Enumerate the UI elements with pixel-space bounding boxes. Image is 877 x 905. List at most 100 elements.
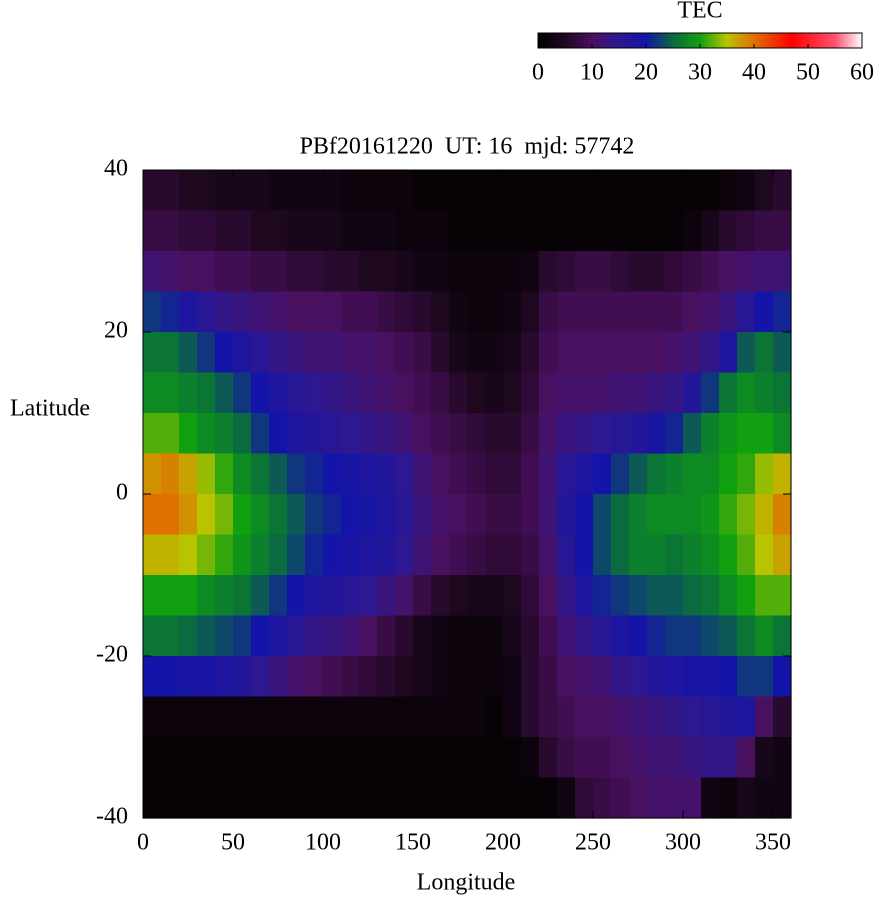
heat-cell [341, 453, 360, 495]
heat-cell [413, 372, 432, 414]
heat-cell [719, 413, 738, 455]
y-tick-label: 20 [104, 318, 128, 344]
heat-cell [611, 777, 630, 819]
heat-cell [161, 251, 180, 293]
heat-cell [683, 453, 702, 495]
heat-cell [341, 291, 360, 333]
heat-cell [521, 372, 540, 414]
heat-cell [323, 291, 342, 333]
heat-cell [251, 170, 270, 212]
heat-cell [503, 494, 522, 536]
heat-cell [503, 656, 522, 698]
heat-cell [161, 575, 180, 617]
heat-cell [683, 291, 702, 333]
heat-cell [197, 332, 216, 374]
heat-cell [143, 575, 162, 617]
heat-cell [431, 413, 450, 455]
heat-cell [359, 291, 378, 333]
heat-cell [215, 413, 234, 455]
heat-cell [755, 170, 774, 212]
heat-cell [359, 615, 378, 657]
heat-cell [413, 615, 432, 657]
heat-cell [773, 534, 792, 576]
heat-cell [287, 251, 306, 293]
heat-cell [467, 737, 486, 779]
heat-cell [269, 494, 288, 536]
heat-cell [161, 615, 180, 657]
heat-cell [665, 170, 684, 212]
heat-cell [521, 413, 540, 455]
heat-cell [197, 777, 216, 819]
heat-cell [161, 453, 180, 495]
heat-cell [521, 696, 540, 738]
heat-cell [179, 615, 198, 657]
heat-cell [593, 332, 612, 374]
heat-cell [449, 575, 468, 617]
heat-cell [485, 534, 504, 576]
heat-cell [629, 251, 648, 293]
heat-cell [683, 534, 702, 576]
heat-cell [431, 332, 450, 374]
heat-cell [449, 372, 468, 414]
heat-cell [305, 210, 324, 252]
heat-cell [665, 615, 684, 657]
heat-cell [755, 453, 774, 495]
heat-cell [683, 575, 702, 617]
heat-cell [251, 615, 270, 657]
heat-cell [683, 696, 702, 738]
heat-cell [629, 737, 648, 779]
heat-cell [305, 656, 324, 698]
heat-cell [413, 534, 432, 576]
heat-cell [413, 777, 432, 819]
heat-cell [305, 291, 324, 333]
heat-cell [413, 170, 432, 212]
heat-cell [251, 494, 270, 536]
heat-cell [179, 575, 198, 617]
heat-cell [323, 251, 342, 293]
heat-cell [575, 413, 594, 455]
heat-cell [197, 575, 216, 617]
colorbar-tick-label: 50 [796, 60, 820, 86]
heat-cell [467, 453, 486, 495]
heat-cell [539, 332, 558, 374]
heat-cell [629, 291, 648, 333]
heat-cell [287, 656, 306, 698]
heat-cell [773, 453, 792, 495]
heat-cell [413, 291, 432, 333]
heat-cell [773, 615, 792, 657]
heat-cell [197, 291, 216, 333]
heat-cell [611, 453, 630, 495]
heat-cell [629, 332, 648, 374]
heat-cell [503, 291, 522, 333]
heat-cell [557, 656, 576, 698]
heat-cell [377, 210, 396, 252]
heat-cell [611, 413, 630, 455]
heat-cell [269, 210, 288, 252]
heat-cell [341, 615, 360, 657]
x-tick-label: 250 [575, 830, 611, 856]
heat-cell [701, 696, 720, 738]
heat-cell [143, 696, 162, 738]
heat-cell [557, 615, 576, 657]
heat-cell [143, 777, 162, 819]
heat-cell [485, 372, 504, 414]
heat-cell [629, 170, 648, 212]
heat-cell [287, 291, 306, 333]
heat-cell [323, 170, 342, 212]
heat-cell [179, 494, 198, 536]
heat-cell [215, 291, 234, 333]
heat-cell [683, 494, 702, 536]
heat-cell [521, 170, 540, 212]
heat-cell [377, 413, 396, 455]
heat-cell [575, 575, 594, 617]
heat-cell [701, 251, 720, 293]
heat-cell [755, 413, 774, 455]
heat-cell [287, 332, 306, 374]
heat-cell [431, 453, 450, 495]
heat-cell [431, 372, 450, 414]
heat-cell [683, 210, 702, 252]
heat-cell [593, 696, 612, 738]
heat-cell [737, 332, 756, 374]
heat-cell [449, 210, 468, 252]
heat-cell [233, 210, 252, 252]
